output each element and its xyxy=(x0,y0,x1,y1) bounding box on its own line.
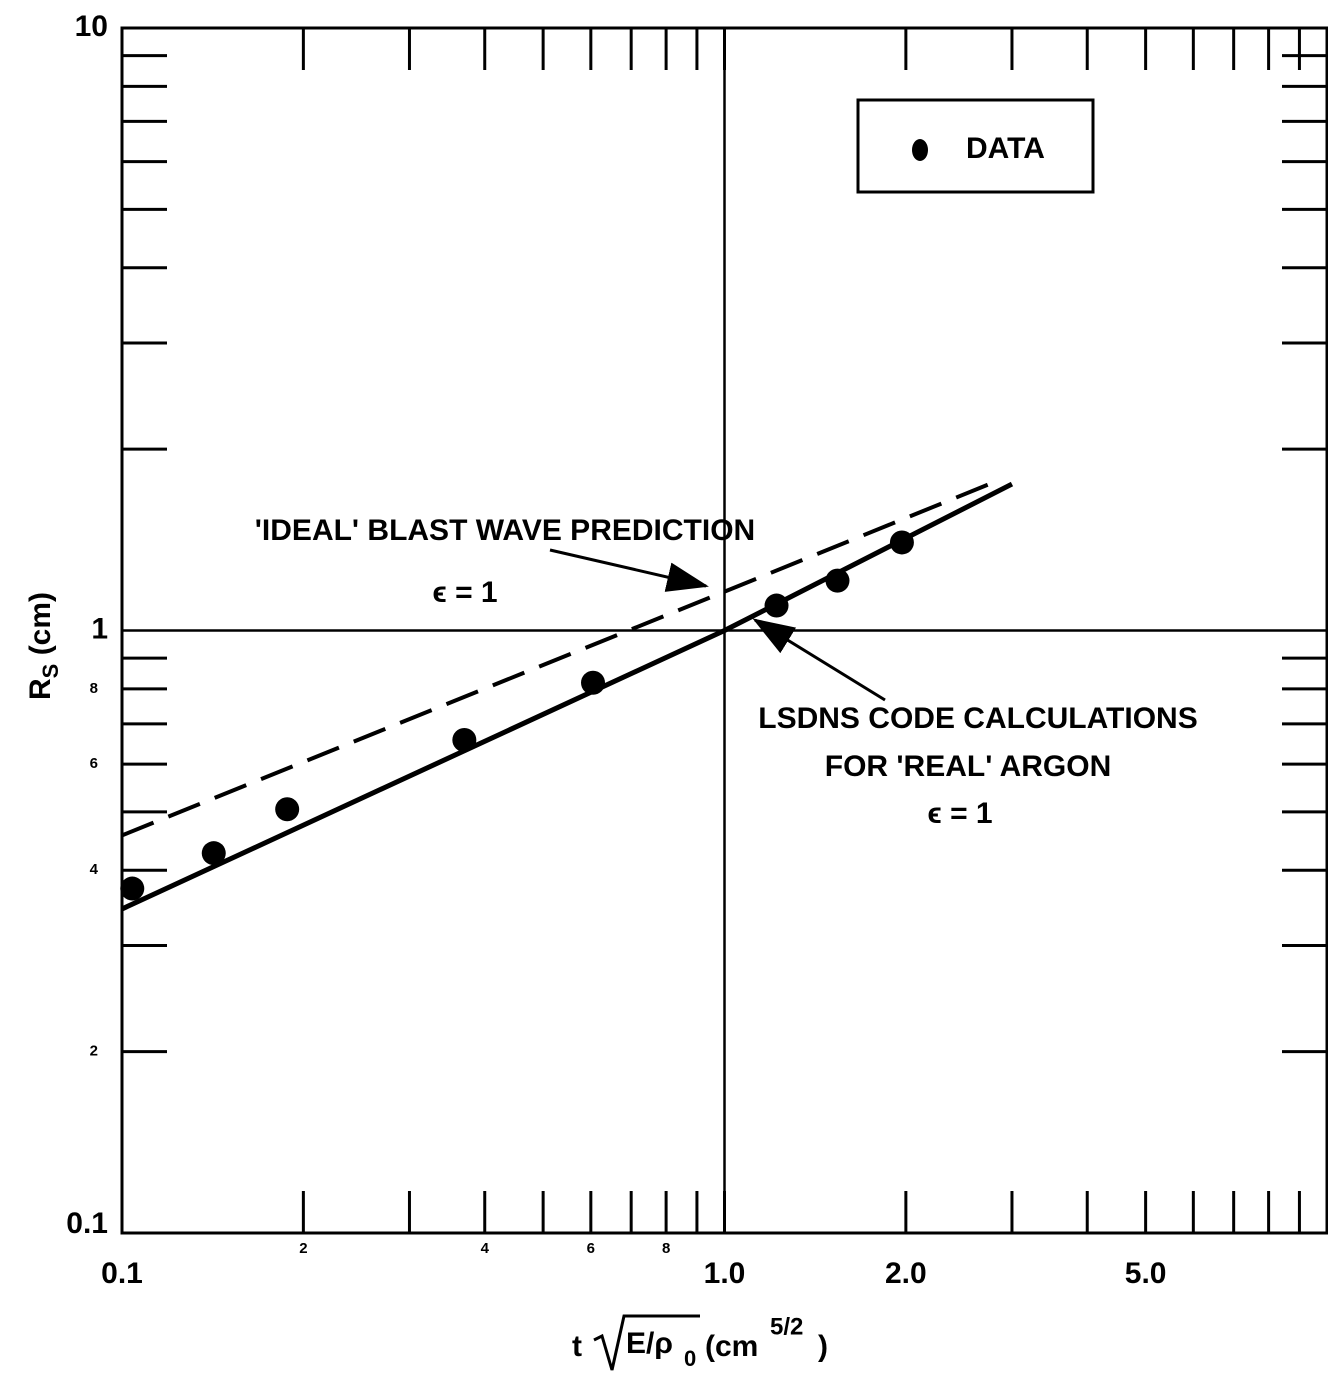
arrow xyxy=(752,618,886,702)
x-label-part: (cm xyxy=(705,1330,758,1363)
x-tick-label: 4 xyxy=(481,1240,490,1257)
x-label-part: ) xyxy=(818,1330,828,1363)
annotation: ϵ = 1 xyxy=(927,797,992,830)
x-tick-label: 0.1 xyxy=(101,1257,143,1290)
y-label-part: (cm) xyxy=(24,592,57,664)
x-tick-label: 1.0 xyxy=(704,1257,746,1290)
annotation: LSDNS CODE CALCULATIONS xyxy=(758,702,1197,735)
series-line xyxy=(121,477,1002,838)
x-tick-label: 8 xyxy=(662,1240,670,1257)
y-tick-label: 4 xyxy=(90,861,99,878)
x-label-part: t xyxy=(572,1330,582,1363)
legend-label: DATA xyxy=(966,132,1045,165)
x-tick-label: 5.0 xyxy=(1125,1257,1167,1290)
x-axis-label: t E/ρ 0 (cm 5/2 ) xyxy=(572,1313,828,1370)
x-label-part: E/ρ xyxy=(626,1327,673,1360)
x-label-part: 0 xyxy=(684,1346,696,1371)
radical-sign xyxy=(593,1314,700,1371)
data-point xyxy=(275,797,300,822)
y-tick-label: 2 xyxy=(90,1043,98,1060)
data-point xyxy=(120,876,145,901)
x-tick-label: 6 xyxy=(587,1240,595,1257)
arrow xyxy=(549,548,709,592)
y-axis-label: RS (cm) xyxy=(24,592,63,700)
x-tick-label: 2 xyxy=(299,1240,307,1257)
series-line xyxy=(120,481,1014,912)
data-point xyxy=(201,841,226,866)
y-tick-label: 0.1 xyxy=(66,1207,108,1240)
y-tick-label: 8 xyxy=(90,680,98,697)
annotation: 'IDEAL' BLAST WAVE PREDICTION xyxy=(255,514,755,547)
y-tick-label: 6 xyxy=(90,755,98,772)
y-tick-label: 1 xyxy=(91,612,108,645)
x-label-part: 5/2 xyxy=(770,1313,803,1340)
legend-box xyxy=(856,98,1095,194)
annotation: ϵ = 1 xyxy=(432,576,497,609)
x-tick-label: 2.0 xyxy=(885,1257,927,1290)
legend-marker xyxy=(912,139,928,161)
y-label-part: R xyxy=(24,678,57,700)
annotation: FOR 'REAL' ARGON xyxy=(825,750,1111,783)
y-label-part: S xyxy=(38,664,63,679)
y-tick-label: 10 xyxy=(75,10,108,43)
